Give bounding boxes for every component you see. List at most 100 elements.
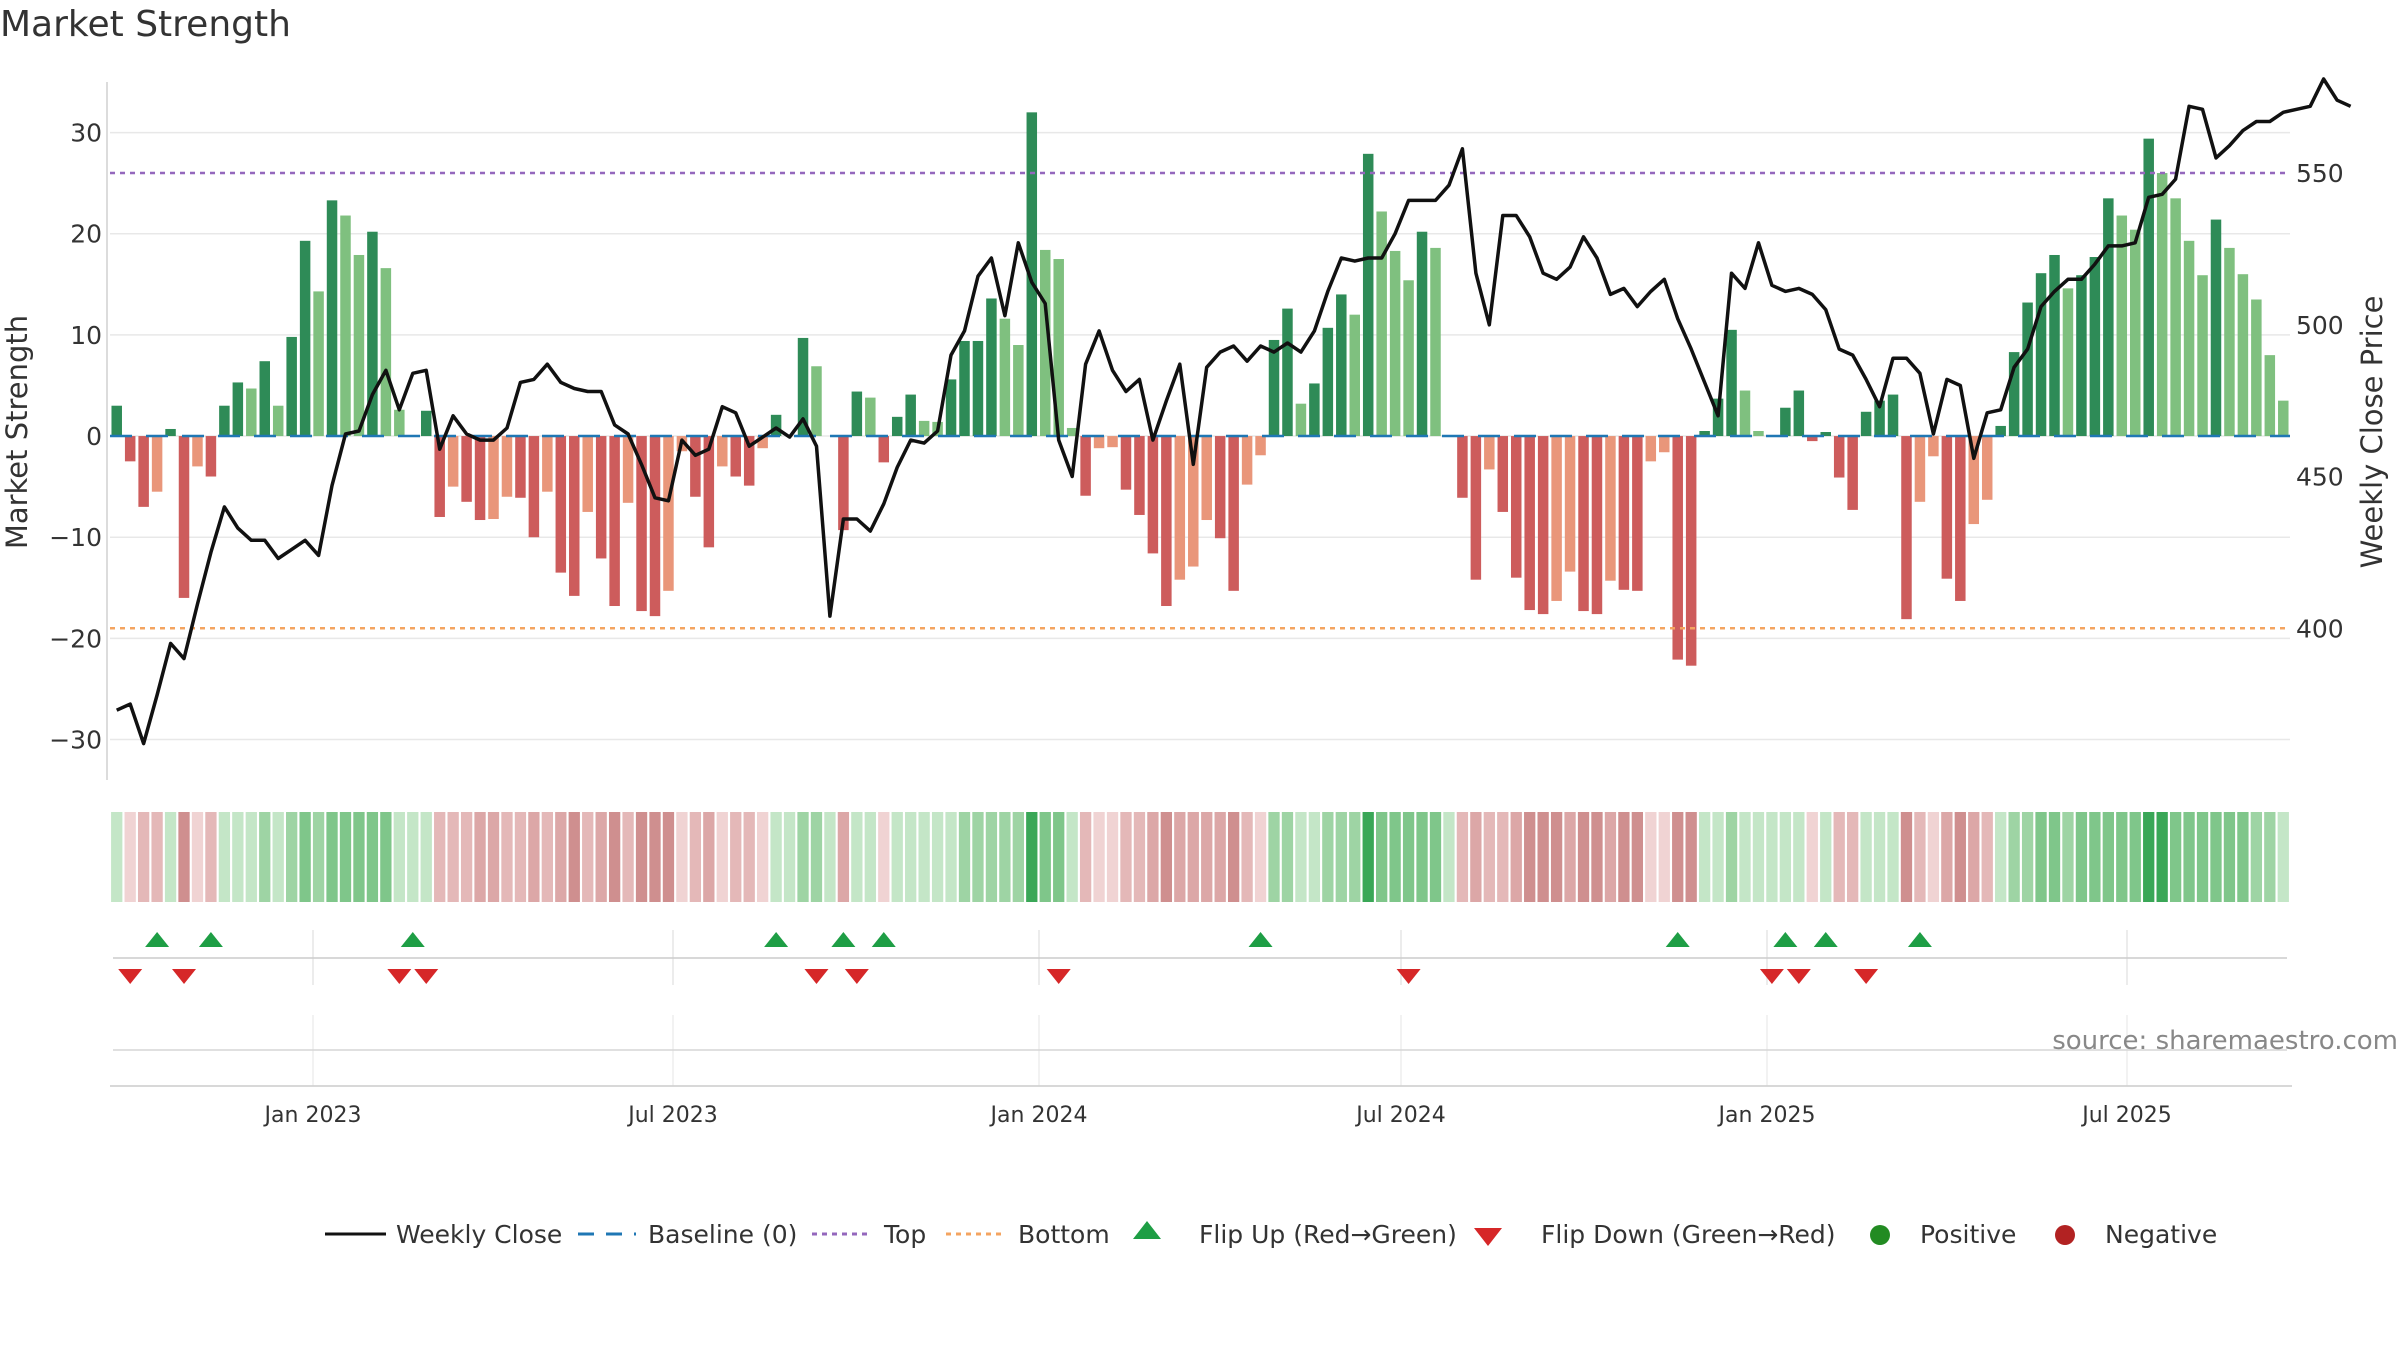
heat-cell — [1443, 812, 1455, 902]
negative-strength-bar — [1241, 436, 1253, 485]
legend-bottom: Bottom — [1018, 1220, 1110, 1249]
flip-up-marker — [1773, 932, 1798, 947]
positive-strength-bar — [2278, 400, 2289, 437]
heat-cell — [2116, 812, 2128, 902]
negative-strength-bar — [878, 436, 890, 463]
y-tick-label: −20 — [49, 624, 102, 653]
positive-strength-bar — [1322, 327, 1334, 437]
x-tick-label: Jan 2023 — [263, 1103, 362, 1128]
heat-cell — [1389, 812, 1401, 902]
negative-strength-bar — [542, 436, 553, 492]
negative-strength-bar — [1093, 436, 1105, 449]
y2-tick-label: 450 — [2296, 463, 2344, 492]
heat-cell — [1012, 812, 1024, 902]
negative-strength-bar — [1174, 436, 1186, 580]
positive-strength-bar — [1753, 431, 1764, 437]
heat-cell — [1133, 812, 1146, 902]
legend-negative-swatch — [2055, 1225, 2075, 1245]
heat-cell — [1766, 812, 1778, 902]
flip-markers — [113, 932, 2287, 1051]
legend-flip-down-swatch — [1474, 1228, 1502, 1246]
positive-strength-bar — [972, 340, 984, 437]
positive-strength-bar — [2264, 355, 2276, 437]
heat-cell — [1968, 812, 1980, 902]
positive-strength-bar — [299, 240, 311, 437]
positive-strength-bar — [1336, 294, 1347, 437]
negative-strength-bar — [649, 436, 661, 617]
negative-strength-bar — [1147, 436, 1159, 554]
heat-cell — [380, 812, 392, 902]
positive-strength-bar — [865, 397, 876, 437]
heat-cell — [2143, 812, 2155, 902]
positive-strength-bar — [246, 388, 257, 437]
heat-cell — [1604, 812, 1617, 902]
y-tick-label: 10 — [70, 321, 102, 350]
negative-strength-bar — [569, 436, 580, 596]
heat-cell — [1254, 812, 1267, 902]
heat-cell — [1698, 812, 1711, 902]
heat-cell — [864, 812, 876, 902]
heat-cell — [353, 812, 365, 902]
positive-strength-bar — [232, 382, 244, 437]
positive-strength-bar — [1430, 247, 1441, 437]
heat-cell — [1645, 812, 1657, 902]
heat-cell — [2062, 812, 2074, 902]
positive-strength-bar — [353, 254, 365, 437]
heat-cell — [164, 812, 177, 902]
heat-cell — [1995, 812, 2007, 902]
positive-strength-bar — [1739, 390, 1751, 437]
heat-cell — [1308, 812, 1321, 902]
negative-strength-bar — [205, 436, 217, 477]
positive-strength-bar — [1389, 250, 1401, 437]
negative-strength-bar — [838, 436, 849, 531]
negative-strength-bar — [1564, 436, 1576, 572]
positive-strength-bar — [1376, 211, 1387, 437]
heat-cell — [2102, 812, 2114, 902]
positive-strength-bar — [999, 318, 1011, 437]
heat-cell — [622, 812, 634, 902]
negative-strength-bar — [1901, 436, 1912, 620]
heat-cell — [2021, 812, 2034, 902]
positive-strength-bar — [2022, 302, 2033, 437]
heat-cell — [1201, 812, 1213, 902]
legend-flip-up-swatch — [1133, 1221, 1161, 1239]
heat-cell — [1053, 812, 1065, 902]
negative-strength-bar — [1120, 436, 1132, 490]
negative-strength-bar — [515, 436, 526, 498]
y-tick-label: −10 — [49, 523, 102, 552]
heat-cell — [676, 812, 688, 902]
negative-strength-bar — [1201, 436, 1212, 521]
positive-strength-bar — [2129, 229, 2141, 437]
heat-cell — [2035, 812, 2047, 902]
flip-up-marker — [1665, 932, 1690, 947]
legend-baseline: Baseline (0) — [648, 1220, 797, 1249]
heat-cell — [1120, 812, 1132, 902]
heat-cell — [2075, 812, 2088, 902]
heat-cell — [245, 812, 257, 902]
y-tick-label: −30 — [49, 726, 102, 755]
negative-strength-bar — [1188, 436, 1199, 567]
heat-cell — [1349, 812, 1361, 902]
negative-strength-bar — [151, 436, 163, 492]
heat-cell — [1106, 812, 1119, 902]
negative-strength-bar — [1955, 436, 1966, 601]
positive-strength-bar — [2170, 198, 2181, 437]
negative-strength-bar — [124, 436, 136, 462]
heat-cell — [528, 812, 540, 902]
positive-strength-bar — [111, 405, 122, 437]
heat-cell — [487, 812, 500, 902]
heat-cell — [1806, 812, 1818, 902]
flip-down-marker — [1046, 969, 1071, 984]
heat-cell — [582, 812, 594, 902]
positive-strength-bar — [2089, 257, 2101, 437]
heat-cell — [1820, 812, 1832, 902]
negative-strength-bar — [1659, 436, 1670, 453]
heat-cell — [810, 812, 823, 902]
positive-strength-bar — [918, 420, 930, 437]
heat-cell — [447, 812, 459, 902]
negative-strength-bar — [501, 436, 513, 497]
heat-cell — [635, 812, 648, 902]
weekly-close-line — [115, 77, 2352, 746]
heat-cell — [1147, 812, 1159, 902]
heat-cell — [878, 812, 890, 902]
